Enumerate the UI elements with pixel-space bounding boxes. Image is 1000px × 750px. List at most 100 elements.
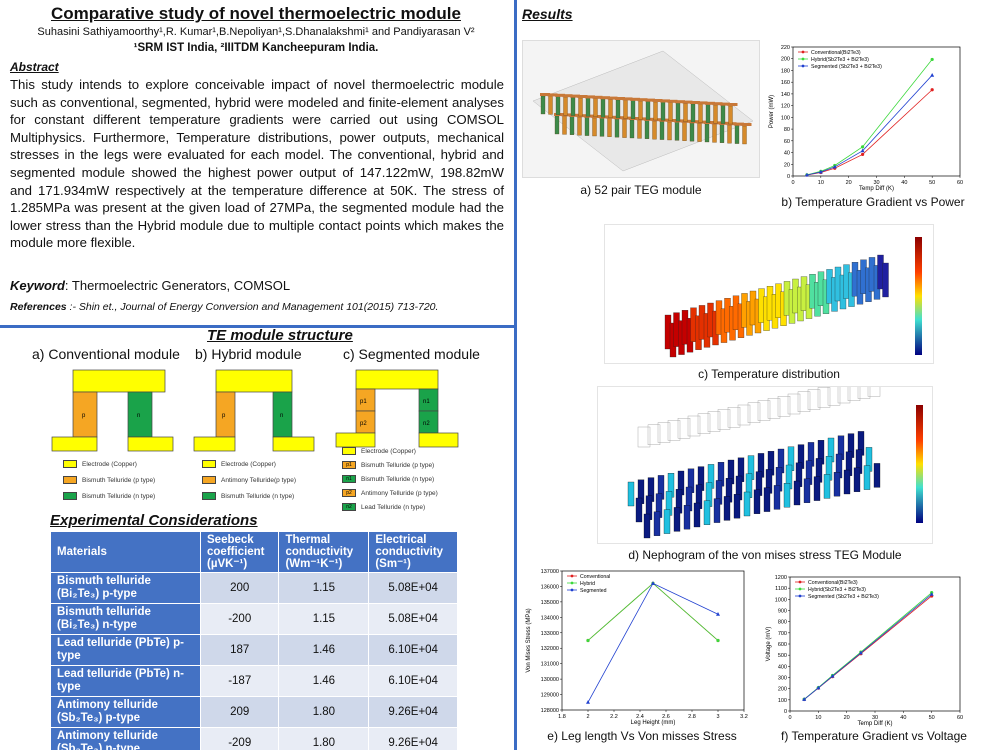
seg-leg-n1: n1 [423, 399, 430, 405]
legend-marker [570, 581, 574, 585]
authors: Suhasini Sathiyamoorthy¹,R. Kumar¹,B.Nep… [37, 26, 475, 38]
te-structure-heading: TE module structure [207, 327, 353, 344]
legend-label: Bismuth Telluride (p type) [82, 476, 156, 484]
y-tick-label: 300 [778, 676, 787, 682]
te-module-diagrams: p n p n p1 p2 n1 n2 [51, 369, 459, 452]
legend-label: Electrode (Copper) [82, 460, 137, 468]
x-tick-label: 20 [846, 180, 852, 186]
abstract-heading: Abstract [10, 60, 59, 74]
legend-swatch: p2 [342, 489, 356, 497]
data-point [651, 581, 655, 585]
y-tick-label: 120 [781, 104, 790, 110]
legend-item: Bismuth Telluride (n type) [63, 492, 155, 500]
hybrid-diagram: p n [193, 369, 315, 452]
references-line: References :- Shin et., Journal of Energ… [10, 301, 438, 313]
legend-label: Bismuth Telluride (n type) [82, 492, 156, 500]
x-tick-label: 60 [957, 715, 963, 721]
affiliation: ¹SRM IST India, ²IIITDM Kancheepuram Ind… [133, 42, 379, 54]
legend-swatch [342, 447, 356, 455]
legend-marker [798, 587, 802, 591]
teg-module-image [522, 40, 760, 178]
section-divider [0, 325, 514, 328]
data-point [860, 148, 865, 153]
legend-label: Segmented (Sb2Te3 + Bi2Te3) [811, 64, 882, 70]
legend-swatch [202, 476, 216, 484]
table-cell-thermal: 1.46 [278, 634, 370, 666]
legend-label: Conventional(Bi2Te3) [808, 580, 858, 586]
abstract-body: This study intends to explore conceivabl… [10, 77, 504, 251]
table-row: Antimony telluride (Sb₂Te₃) p-type 209 1.8… [50, 696, 458, 728]
data-point [930, 88, 934, 92]
plot-frame [792, 46, 961, 177]
legend-label: Lead Telluride (n type) [361, 503, 426, 511]
table-row: Antimony telluride (Sb₂Te₃) n-type -209 1.… [50, 727, 458, 750]
x-tick-label: 0 [791, 180, 794, 186]
table-cell-material: Antimony telluride (Sb₂Te₃) p-type [50, 696, 201, 728]
legend-label: Segmented [580, 588, 607, 594]
data-point [929, 592, 934, 596]
legend-item: n1 Bismuth Telluride (n type) [342, 475, 434, 483]
data-point [830, 673, 835, 678]
legend-label: Electrode (Copper) [361, 447, 416, 455]
data-point [818, 169, 823, 174]
y-axis-label: Power (mW) [769, 95, 775, 128]
legend-label: Hybrid(Sb2Te3 + Bi2Te3) [811, 57, 869, 63]
y-tick-label: 1200 [775, 575, 787, 581]
col-materials: Materials [50, 531, 201, 573]
table-cell-thermal: 1.15 [278, 572, 370, 604]
y-tick-label: 160 [781, 80, 790, 86]
table-cell-electrical: 5.08E+04 [368, 572, 458, 604]
seg-leg-p2: p2 [360, 421, 367, 427]
x-tick-label: 0 [788, 715, 791, 721]
x-tick-label: 40 [900, 715, 906, 721]
col-seebeck: Seebeck coefficient (µVK⁻¹) [199, 531, 280, 573]
legend-marker [798, 580, 802, 584]
y-tick-label: 40 [784, 151, 790, 157]
table-cell-seebeck: 200 [199, 572, 280, 604]
table-cell-material: Lead telluride (PbTe) p-type [50, 634, 201, 666]
legend-swatch [63, 460, 77, 468]
temperature-render [664, 237, 922, 358]
legend-item: Electrode (Copper) [63, 460, 137, 468]
y-tick-label: 20 [784, 162, 790, 168]
legend-swatch [202, 492, 216, 500]
table-cell-material: Lead telluride (PbTe) n-type [50, 665, 201, 697]
legend-label: Conventional(Bi2Te3) [811, 50, 861, 56]
x-tick-label: 2.2 [610, 714, 618, 720]
hyb-leg-p: p [222, 413, 226, 419]
legend-item: p2 Antimony Telluride (p type) [342, 489, 438, 497]
data-point [930, 57, 934, 62]
data-point [586, 638, 590, 643]
x-axis-label: Temp Diff (K) [858, 721, 893, 727]
experimental-heading: Experimental Considerations [50, 512, 258, 529]
legend-marker [801, 64, 805, 68]
x-tick-label: 30 [872, 715, 878, 721]
y-tick-label: 200 [781, 57, 790, 63]
x-tick-label: 2 [586, 714, 589, 720]
y-tick-label: 400 [778, 664, 787, 670]
legend-marker [801, 57, 805, 61]
legend-item: p1 Bismuth Telluride (p type) [342, 461, 434, 469]
table-cell-seebeck: 187 [199, 634, 280, 666]
legend-swatch [63, 492, 77, 500]
y-tick-label: 600 [778, 642, 787, 648]
x-tick-label: 20 [844, 715, 850, 721]
power-chart: 0 10 20 30 40 50 60 0 20 40 60 80 100 120 140 160 180 200… [765, 42, 970, 192]
table-cell-thermal: 1.46 [278, 665, 370, 697]
von-mises-nephogram-image [597, 376, 933, 544]
caption-a: a) 52 pair TEG module [580, 183, 702, 197]
table-cell-electrical: 9.26E+04 [368, 696, 458, 728]
x-tick-label: 1.8 [558, 714, 566, 720]
table-cell-electrical: 6.10E+04 [368, 634, 458, 666]
x-tick-label: 2.6 [662, 714, 670, 720]
column-divider [514, 0, 517, 750]
legend-swatch: n2 [342, 503, 356, 511]
references-label: References [10, 301, 67, 313]
y-tick-label: 0 [787, 174, 790, 180]
conv-leg-n: n [137, 413, 140, 419]
y-axis-label: Voltage (mV) [766, 627, 772, 662]
x-tick-label: 2.4 [636, 714, 644, 720]
legend-marker [570, 574, 574, 578]
keyword-line: Keyword: Thermoelectric Generators, COMS… [10, 278, 290, 293]
data-point [586, 700, 590, 704]
